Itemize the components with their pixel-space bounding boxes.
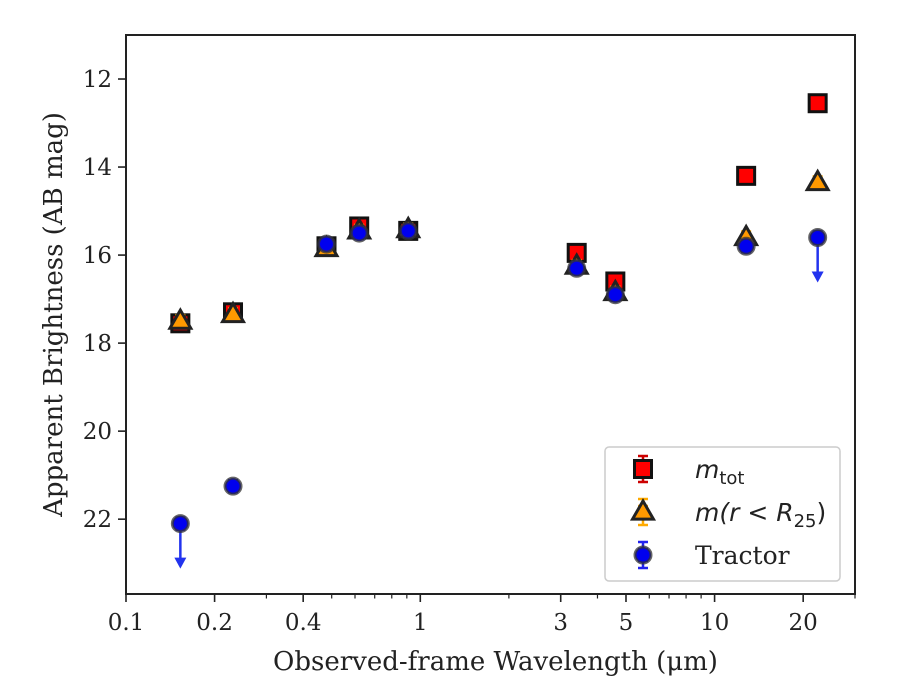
upper-limit-arrow-head (174, 557, 187, 569)
x-axis-label: Observed-frame Wavelength (μm) (273, 647, 718, 677)
circle-marker-point (736, 236, 756, 256)
triangle-marker-point (219, 300, 247, 324)
x-tick-label: 0.4 (285, 610, 322, 636)
circle-marker-point (170, 514, 190, 534)
x-tick-label: 10 (700, 610, 729, 636)
circle-marker-point (605, 285, 625, 305)
legend-label-square: mtot (695, 455, 745, 489)
x-tick-label: 1 (413, 610, 428, 636)
triangle-marker-point (804, 168, 831, 192)
circle-marker-point (398, 221, 418, 241)
y-axis-label: Apparent Brightness (AB mag) (39, 112, 69, 518)
legend-label-circle: Tractor (695, 541, 790, 570)
y-tick-label: 20 (83, 419, 112, 445)
legend-circle-marker (633, 545, 653, 565)
circle-marker-point (808, 227, 828, 247)
x-tick-label: 0.2 (196, 610, 233, 636)
square-marker-point (736, 165, 757, 186)
x-tick-label: 5 (619, 610, 634, 636)
y-tick-label: 14 (83, 155, 112, 181)
circle-marker-point (223, 476, 243, 496)
plot-area (167, 93, 831, 569)
triangle-marker-point (167, 307, 194, 330)
legend-square-marker (633, 459, 653, 479)
upper-limit-arrow-head (811, 271, 824, 283)
axes-frame (125, 34, 856, 595)
legend-triangle-marker (629, 497, 657, 521)
x-tick-label: 0.1 (108, 610, 145, 636)
y-tick-label: 18 (83, 331, 112, 357)
y-tick-label: 22 (83, 507, 112, 533)
y-tick-label: 12 (83, 67, 112, 93)
square-marker-point (807, 93, 828, 114)
circle-marker-point (349, 223, 369, 243)
circle-marker-point (567, 258, 587, 278)
circle-marker-point (316, 234, 336, 254)
x-tick-label: 20 (789, 610, 818, 636)
legend: mtot m(r < R25) Tractor (604, 446, 841, 582)
y-tick-label: 16 (83, 243, 112, 269)
axes: 0.1 0.2 0.4 1 3 5 10 20 12 14 16 18 20 22 Observed-fra… (39, 34, 856, 677)
legend-box (604, 446, 841, 582)
x-tick-label: 3 (553, 610, 568, 636)
legend-label-triangle: m(r < R25) (695, 498, 826, 532)
